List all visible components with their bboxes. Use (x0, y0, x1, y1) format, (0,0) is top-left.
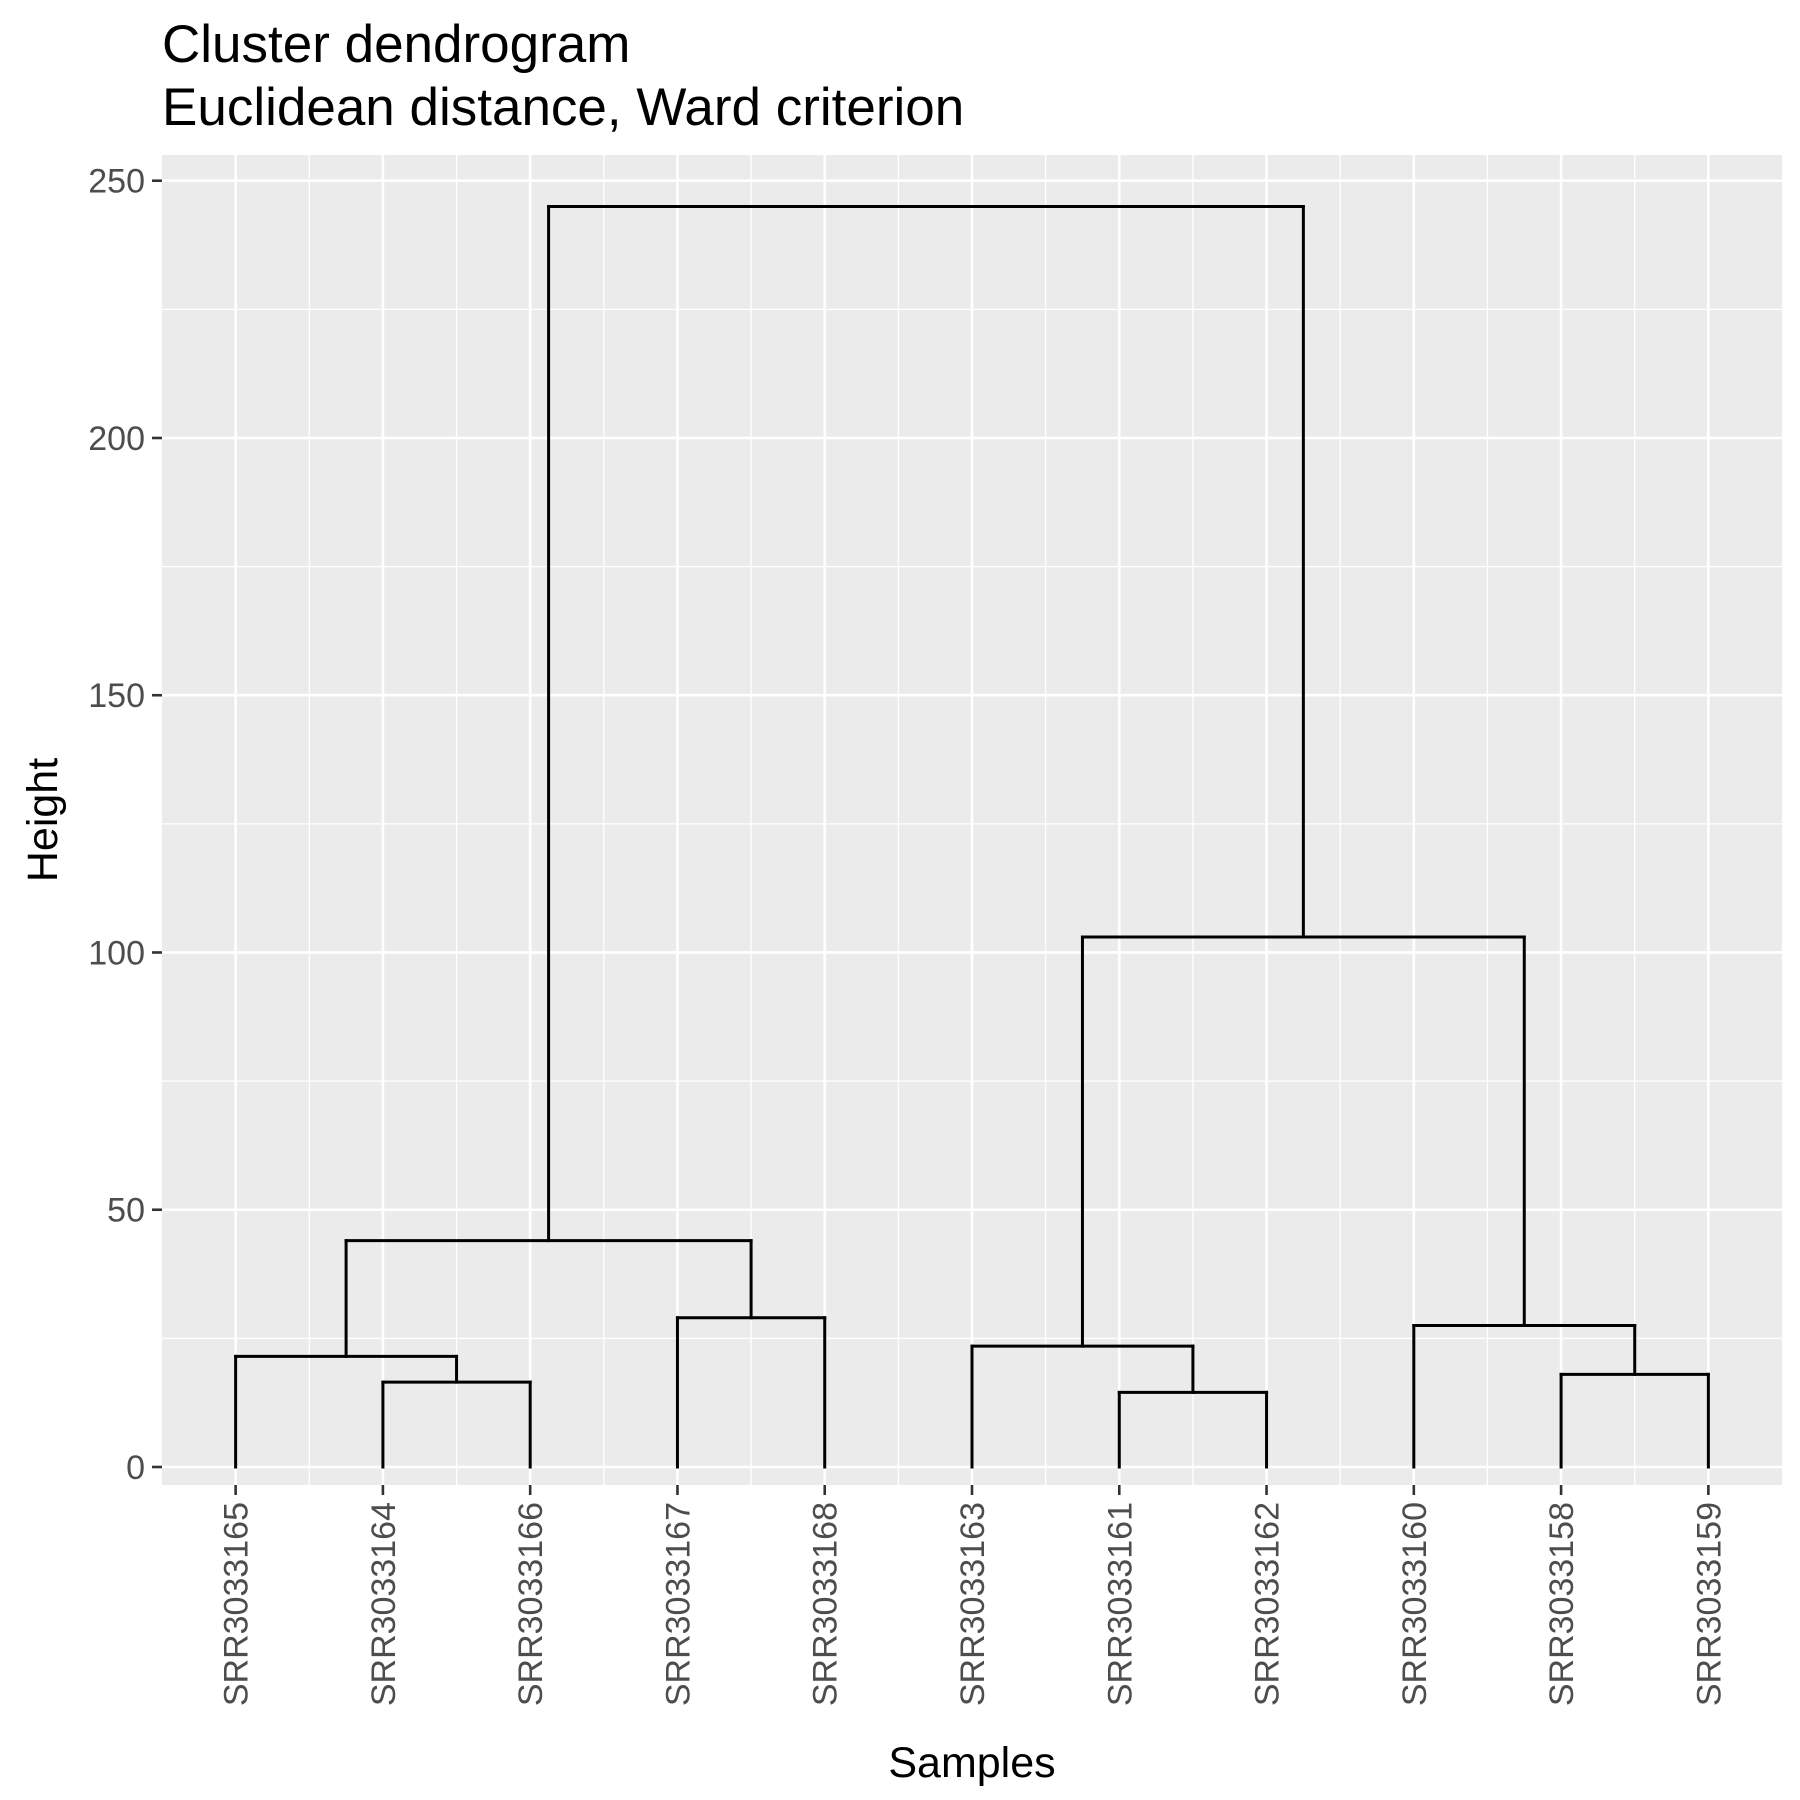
x-tick-label: SRR3033162 (1249, 1502, 1287, 1706)
x-tick-label: SRR3033168 (807, 1502, 845, 1706)
x-tick-label: SRR3033160 (1396, 1502, 1434, 1706)
chart-title: Cluster dendrogram (162, 15, 630, 74)
grid-major (162, 155, 1782, 1485)
y-tick-label: 150 (88, 677, 145, 715)
x-tick-label: SRR3033167 (659, 1502, 697, 1706)
x-axis-title: Samples (888, 1739, 1055, 1787)
x-tick-label: SRR3033161 (1101, 1502, 1139, 1706)
dendrogram-branches (234, 204, 1710, 1469)
y-axis: 0 50 100 150 200 250 (88, 163, 162, 1487)
y-tick-label: 250 (88, 163, 145, 201)
x-axis: SRR3033165 SRR3033164 SRR3033166 SRR3033167… (218, 1485, 1728, 1706)
y-tick-label: 0 (126, 1449, 145, 1487)
y-axis-title: Height (19, 758, 67, 882)
x-tick-label: SRR3033165 (218, 1502, 256, 1706)
x-tick-label: SRR3033158 (1543, 1502, 1581, 1706)
y-tick-label: 50 (107, 1192, 145, 1230)
x-tick-label: SRR3033166 (512, 1502, 550, 1706)
x-tick-label: SRR3033159 (1690, 1502, 1728, 1706)
x-tick-label: SRR3033164 (365, 1502, 403, 1706)
y-tick-label: 200 (88, 420, 145, 458)
y-tick-label: 100 (88, 934, 145, 972)
x-tick-label: SRR3033163 (954, 1502, 992, 1706)
chart-subtitle: Euclidean distance, Ward criterion (162, 78, 964, 137)
